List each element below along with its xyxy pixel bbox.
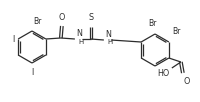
Text: N: N [105,30,111,39]
Text: Br: Br [148,19,156,28]
Text: H: H [108,39,113,45]
Text: Br: Br [172,28,180,37]
Text: O: O [184,77,190,86]
Text: S: S [88,13,93,23]
Text: N: N [76,29,82,38]
Text: Br: Br [33,17,41,26]
Text: I: I [31,68,33,77]
Text: HO: HO [158,69,170,78]
Text: I: I [12,34,15,43]
Text: H: H [79,38,84,44]
Text: O: O [59,13,65,22]
